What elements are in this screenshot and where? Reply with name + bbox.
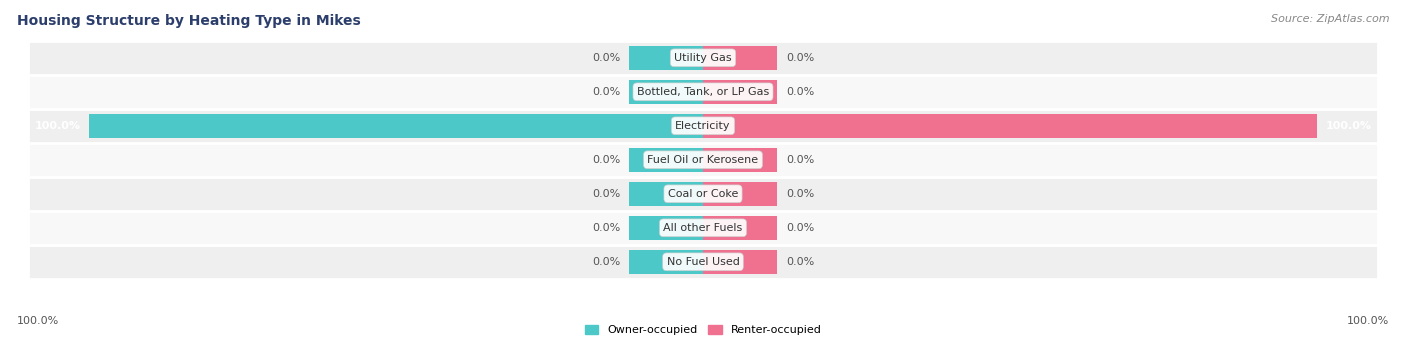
Bar [28, 211, 1378, 245]
Text: Utility Gas: Utility Gas [675, 53, 731, 63]
Text: 100.0%: 100.0% [17, 317, 59, 326]
Text: 100.0%: 100.0% [34, 121, 80, 131]
Bar [90, 114, 703, 138]
Text: Bottled, Tank, or LP Gas: Bottled, Tank, or LP Gas [637, 87, 769, 97]
Text: Source: ZipAtlas.com: Source: ZipAtlas.com [1271, 14, 1389, 23]
Bar [28, 143, 1378, 177]
Text: 100.0%: 100.0% [1326, 121, 1372, 131]
Text: Housing Structure by Heating Type in Mikes: Housing Structure by Heating Type in Mik… [17, 14, 360, 28]
Bar [703, 216, 776, 240]
Bar [703, 114, 1316, 138]
Text: 100.0%: 100.0% [1347, 317, 1389, 326]
Bar [28, 109, 1378, 143]
Text: 0.0%: 0.0% [592, 53, 620, 63]
Text: 0.0%: 0.0% [592, 257, 620, 267]
Bar [630, 250, 703, 274]
Text: All other Fuels: All other Fuels [664, 223, 742, 233]
Bar [28, 75, 1378, 109]
Bar [28, 245, 1378, 279]
Bar [630, 46, 703, 70]
Text: 0.0%: 0.0% [592, 189, 620, 199]
Text: 0.0%: 0.0% [786, 87, 814, 97]
Bar [703, 182, 776, 206]
Text: 0.0%: 0.0% [592, 155, 620, 165]
Text: 0.0%: 0.0% [786, 155, 814, 165]
Bar [28, 177, 1378, 211]
Bar [630, 80, 703, 104]
Bar [703, 80, 776, 104]
Text: 0.0%: 0.0% [786, 223, 814, 233]
Bar [703, 46, 776, 70]
Bar [630, 148, 703, 172]
Text: No Fuel Used: No Fuel Used [666, 257, 740, 267]
Text: 0.0%: 0.0% [592, 87, 620, 97]
Bar [630, 182, 703, 206]
Bar [703, 250, 776, 274]
Bar [28, 41, 1378, 75]
Text: 0.0%: 0.0% [592, 223, 620, 233]
Text: 0.0%: 0.0% [786, 257, 814, 267]
Text: Electricity: Electricity [675, 121, 731, 131]
Text: Coal or Coke: Coal or Coke [668, 189, 738, 199]
Bar [630, 216, 703, 240]
Text: 0.0%: 0.0% [786, 53, 814, 63]
Text: Fuel Oil or Kerosene: Fuel Oil or Kerosene [647, 155, 759, 165]
Legend: Owner-occupied, Renter-occupied: Owner-occupied, Renter-occupied [581, 321, 825, 340]
Text: 0.0%: 0.0% [786, 189, 814, 199]
Bar [703, 148, 776, 172]
